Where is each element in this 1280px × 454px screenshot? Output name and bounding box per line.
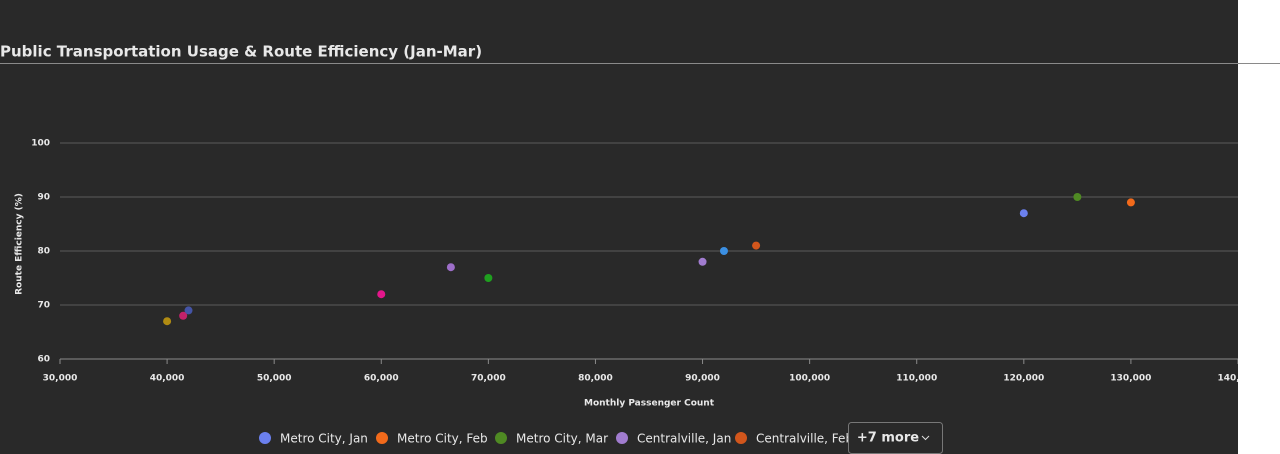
x-tick-label: 30,000 <box>43 374 78 384</box>
scatter-point <box>184 306 193 315</box>
legend-more-label[interactable]: +7 more <box>857 431 919 446</box>
legend-label: Centralville, Feb <box>756 432 853 446</box>
y-tick-label: 60 <box>37 355 50 365</box>
chart-panel <box>0 0 1238 454</box>
legend-swatch <box>616 432 628 444</box>
y-axis-title: Route Efficiency (%) <box>15 193 25 295</box>
x-tick-label: 90,000 <box>685 374 720 384</box>
scatter-point <box>752 241 761 250</box>
scatter-point <box>1126 198 1135 207</box>
x-tick-label: 120,000 <box>1003 374 1044 384</box>
y-tick-label: 100 <box>31 139 50 149</box>
x-tick-label: 100,000 <box>789 374 830 384</box>
x-tick-label: 130,000 <box>1110 374 1151 384</box>
x-tick-label: 40,000 <box>150 374 185 384</box>
legend-label: Centralville, Jan <box>637 432 731 446</box>
legend-more-button[interactable]: +7 more <box>848 422 943 454</box>
scatter-point <box>1019 209 1028 218</box>
y-tick-label: 80 <box>37 247 50 257</box>
chart-title: Public Transportation Usage & Route Effi… <box>0 43 482 61</box>
chevron-icon <box>921 435 930 441</box>
x-tick-label: 140,000 <box>1218 374 1259 384</box>
legend: Metro City, Jan Metro City, Feb Metro City… <box>259 432 853 446</box>
legend-swatch <box>259 432 271 444</box>
legend-label: Metro City, Feb <box>397 432 488 446</box>
scatter-point <box>484 274 493 282</box>
scatter-point <box>163 317 172 326</box>
x-axis-title: Monthly Passenger Count <box>584 399 715 409</box>
legend-label: Metro City, Mar <box>516 432 608 446</box>
scatter-point <box>1073 193 1082 201</box>
y-tick-label: 90 <box>37 193 50 203</box>
x-tick-label: 50,000 <box>257 374 292 384</box>
legend-label: Metro City, Jan <box>280 432 368 446</box>
scatter-point <box>719 247 728 255</box>
scatter-point <box>179 311 188 320</box>
legend-swatch <box>735 432 747 444</box>
x-tick-label: 80,000 <box>578 374 613 384</box>
x-tick-label: 110,000 <box>896 374 937 384</box>
x-tick-label: 60,000 <box>364 374 399 384</box>
scatter-point <box>698 257 707 266</box>
x-tick-label: 70,000 <box>471 374 506 384</box>
scatter-point <box>377 290 386 299</box>
scatter-point <box>446 263 455 272</box>
y-tick-label: 70 <box>37 301 50 311</box>
plot-area: 60 70 80 90 100 30,000 40,000 50,000 60,000 70,00… <box>31 139 1259 384</box>
legend-swatch <box>495 432 507 444</box>
legend-swatch <box>376 432 388 444</box>
